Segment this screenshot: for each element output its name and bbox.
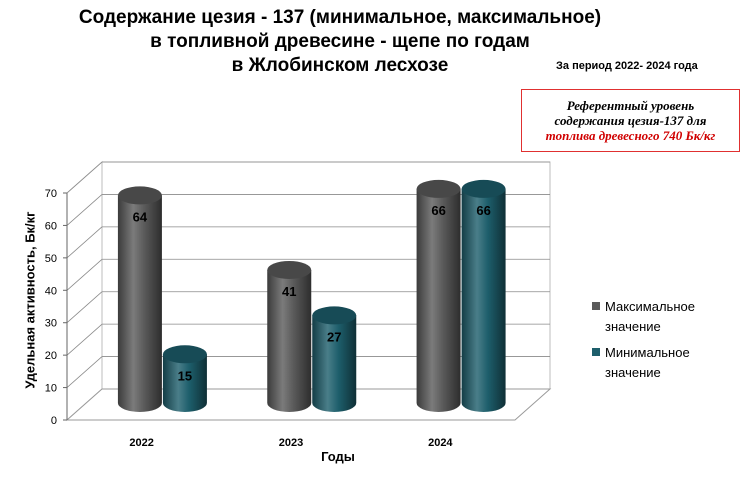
legend-label-max: Максимальное значение <box>605 299 695 334</box>
x-tick-label: 2022 <box>129 437 153 449</box>
y-axis-label: Удельная активность, Бк/кг <box>22 211 38 389</box>
bar-max-2023 <box>267 269 312 412</box>
data-label: 66 <box>431 203 445 218</box>
x-axis-label: Годы <box>321 449 355 464</box>
data-label: 27 <box>327 329 341 344</box>
bar-max-2024 <box>416 188 461 412</box>
y-tick-label: 0 <box>51 415 57 427</box>
bar-max-2023-top <box>267 260 312 279</box>
chart-title: Содержание цезия - 137 (минимальное, мак… <box>40 6 640 78</box>
data-label: 66 <box>476 203 490 218</box>
reference-line-1: Референтный уровень <box>566 98 695 113</box>
reference-level-box: Референтный уровень содержания цезия-137… <box>521 89 740 152</box>
data-label: 64 <box>133 209 148 224</box>
y-tick-label: 30 <box>45 318 57 330</box>
legend-label-min: Минимальное значение <box>605 345 690 380</box>
chart-title-line-3: в Жлобинском лесхозе <box>231 55 449 76</box>
bar-min-2022-top <box>162 345 207 364</box>
data-label: 15 <box>178 368 192 383</box>
gridline-side <box>66 323 103 356</box>
y-tick-label: 50 <box>45 253 57 265</box>
bar-max-2022 <box>117 195 162 412</box>
bar-min-2023-top <box>312 306 357 325</box>
reference-line-3: топлива древесного 740 Бк/кг <box>545 128 716 143</box>
legend-swatch-min <box>592 348 600 356</box>
period-label: За период 2022- 2024 года <box>556 60 698 72</box>
bar-min-2022 <box>162 354 207 412</box>
bar-min-2024-top <box>461 179 506 198</box>
chart-title-line-2: в топливной древесине - щепе по годам <box>150 31 530 52</box>
reference-line-2: содержания цезия-137 для <box>554 113 707 128</box>
gridline-side <box>66 258 103 291</box>
gridline-side <box>66 226 103 259</box>
bar-max-2024-top <box>416 179 461 198</box>
legend-item-max: Максимальное значение <box>592 297 735 337</box>
y-tick-label: 70 <box>45 188 57 200</box>
gridline-side <box>66 194 103 226</box>
gridline-side <box>66 356 103 388</box>
x-tick-label: 2023 <box>279 437 303 449</box>
legend-swatch-max <box>592 302 600 310</box>
y-tick-label: 60 <box>45 220 57 232</box>
y-tick-label: 10 <box>45 383 57 395</box>
data-label: 41 <box>282 284 296 299</box>
bar-min-2023 <box>312 315 357 412</box>
gridline-side <box>66 291 103 324</box>
y-tick-label: 40 <box>45 285 57 297</box>
x-tick-label: 2024 <box>428 437 453 449</box>
legend: Максимальное значение Минимальное значен… <box>592 297 735 389</box>
gridline-side <box>66 161 103 194</box>
bar-max-2022-top <box>117 186 162 205</box>
y-tick-label: 20 <box>45 350 57 362</box>
side-wall <box>66 160 103 422</box>
chart-title-line-1: Содержание цезия - 137 (минимальное, мак… <box>78 7 602 28</box>
legend-item-min: Минимальное значение <box>592 343 735 383</box>
bar-min-2024 <box>461 188 506 412</box>
